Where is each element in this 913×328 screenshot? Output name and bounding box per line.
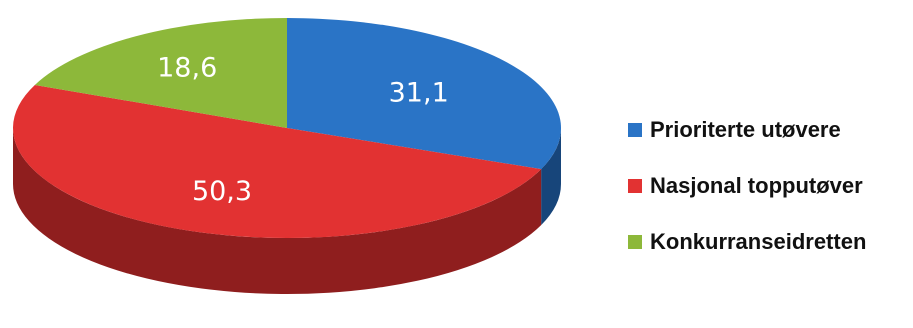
legend-swatch <box>628 123 642 137</box>
pie-sides <box>13 128 561 295</box>
pie-slice <box>13 84 542 239</box>
pie-slice <box>287 18 562 170</box>
legend: Prioriterte utøvere Nasjonal topputøver … <box>628 115 913 283</box>
pie-slice-side <box>541 128 561 226</box>
data-label: 18,6 <box>157 52 217 83</box>
legend-label: Prioriterte utøvere <box>650 117 841 142</box>
pie-slice-side <box>13 128 542 295</box>
pie-tops <box>13 18 562 239</box>
legend-label: Konkurranseidretten <box>650 229 867 254</box>
legend-swatch <box>628 235 642 249</box>
pie-slice <box>34 18 287 128</box>
data-label: 31,1 <box>389 77 449 108</box>
legend-item-prioriterte: Prioriterte utøvere <box>628 115 913 145</box>
data-label: 50,3 <box>192 176 252 207</box>
legend-label: Nasjonal topputøver <box>650 173 863 198</box>
legend-item-konkurranse: Konkurranseidretten <box>628 227 913 257</box>
legend-item-nasjonal: Nasjonal topputøver <box>628 171 913 201</box>
legend-swatch <box>628 179 642 193</box>
pie-labels: 31,1 50,3 18,6 <box>157 52 449 207</box>
